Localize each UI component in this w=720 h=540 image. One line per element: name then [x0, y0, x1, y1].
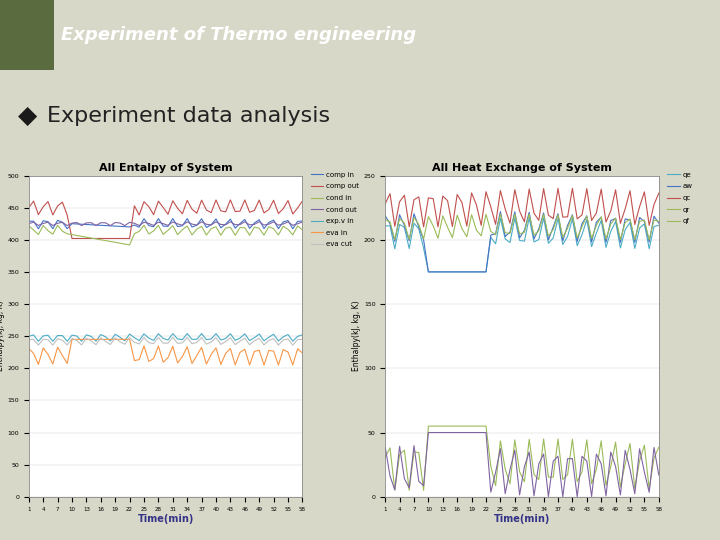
Title: All Heat Exchange of System: All Heat Exchange of System [432, 163, 612, 173]
Bar [0, 0, 54, 70]
Text: ◆: ◆ [18, 104, 37, 128]
Title: All Entalpy of System: All Entalpy of System [99, 163, 233, 173]
Text: Experiment data analysis: Experiment data analysis [47, 106, 330, 126]
X-axis label: Time(min): Time(min) [494, 514, 550, 524]
Y-axis label: Enthalpy(kJ, kg, K): Enthalpy(kJ, kg, K) [0, 301, 4, 372]
Text: Experiment of Thermo engineering: Experiment of Thermo engineering [61, 26, 416, 44]
Y-axis label: Enthalpy(kJ, kg, K): Enthalpy(kJ, kg, K) [352, 301, 361, 372]
X-axis label: Time(min): Time(min) [138, 514, 194, 524]
Legend: qe, aw, qc, qr, qf: qe, aw, qc, qr, qf [665, 169, 695, 227]
Legend: comp in, comp out, cond in, cond out, exp.v in, eva in, eva cut: comp in, comp out, cond in, cond out, ex… [308, 169, 361, 250]
